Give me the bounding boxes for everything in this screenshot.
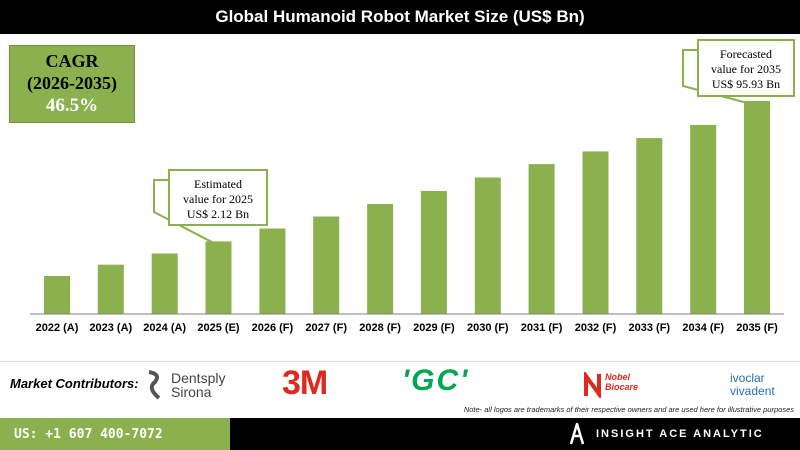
logo-text: Nobel (605, 372, 631, 382)
x-tick-label: 2029 (F) (413, 322, 455, 334)
trademark-note: Note- all logos are trademarks of their … (463, 405, 794, 414)
callout-line: value for 2035 (711, 62, 781, 76)
chart-title: Global Humanoid Robot Market Size (US$ B… (0, 0, 800, 34)
bar-2034-f (690, 124, 717, 315)
bar-2024-a (151, 253, 178, 314)
x-tick-label: 2031 (F) (521, 322, 563, 334)
cagr-value: 46.5% (45, 95, 99, 116)
x-axis-tick-labels: 2022 (A) 2023 (A) 2024 (A) 2025 (E) 2026 (F)… (36, 322, 779, 334)
x-tick-label: 2032 (F) (575, 322, 617, 334)
nobel-mark-icon (584, 372, 601, 398)
bar-2030-f (474, 177, 501, 314)
x-tick-label: 2024 (A) (143, 322, 186, 334)
footer-phone[interactable]: US: +1 607 400-7072 (0, 418, 230, 450)
callout-line: US$ 2.12 Bn (186, 207, 250, 221)
gc-logo: 'GC' (402, 364, 470, 397)
bar-2035-f (744, 101, 770, 314)
cagr-label: CAGR (45, 51, 99, 71)
bar-2033-f (636, 138, 663, 314)
footer-brand: INSIGHT ACE ANALYTIC (570, 418, 764, 450)
x-tick-label: 2035 (F) (736, 322, 778, 334)
callout-line: US$ 95.93 Bn (711, 77, 781, 91)
callout-line: Estimated (194, 177, 242, 191)
callout-estimated-2025: Estimated value for 2025 US$ 2.12 Bn (168, 169, 268, 226)
insight-ace-logo-icon (570, 423, 584, 445)
market-contributors-strip: Market Contributors: Dentsply Sirona 3M … (0, 361, 800, 417)
brand-name: INSIGHT ACE ANALYTIC (596, 428, 764, 440)
bar-chart: 2022 (A) 2023 (A) 2024 (A) 2025 (E) 2026 (F)… (30, 49, 784, 334)
dentsply-mark-icon (148, 370, 161, 400)
x-tick-label: 2026 (F) (252, 322, 294, 334)
bar-2025-e (205, 241, 232, 314)
contributors-label: Market Contributors: (10, 376, 139, 391)
footer-bar: US: +1 607 400-7072 INSIGHT ACE ANALYTIC (0, 418, 800, 450)
x-tick-label: 2034 (F) (682, 322, 724, 334)
callout-line: Forecasted (720, 47, 772, 61)
x-tick-label: 2027 (F) (305, 322, 347, 334)
bar-2022-a (44, 276, 70, 314)
nobel-biocare-logo: Nobel Biocare (583, 370, 673, 400)
callout-line: value for 2025 (183, 192, 253, 206)
dentsply-sirona-logo: Dentsply Sirona (143, 370, 243, 402)
logo-text: vivadent (730, 384, 775, 398)
cagr-box: CAGR (2026-2035) 46.5% (9, 45, 135, 123)
callout-2025-connector (153, 179, 215, 245)
bar-2031-f (528, 164, 555, 314)
bar-2032-f (582, 151, 609, 314)
x-tick-label: 2022 (A) (36, 322, 79, 334)
logo-text: Biocare (605, 382, 639, 392)
callout-forecasted-2035: Forecasted value for 2035 US$ 95.93 Bn (697, 39, 795, 97)
ivoclar-vivadent-logo: ivoclar vivadent (730, 366, 800, 406)
logo-text: Sirona (171, 384, 212, 400)
bar-2028-f (367, 204, 394, 314)
bar-2023-a (97, 264, 124, 314)
3m-logo: 3M (282, 364, 328, 402)
logo-text: Dentsply (171, 370, 226, 386)
bar-2027-f (313, 216, 340, 314)
x-tick-label: 2023 (A) (89, 322, 132, 334)
bar-group (44, 101, 770, 315)
x-tick-label: 2030 (F) (467, 322, 509, 334)
x-tick-label: 2033 (F) (629, 322, 671, 334)
logo-text: ivoclar (730, 371, 765, 385)
x-tick-label: 2028 (F) (359, 322, 401, 334)
x-tick-label: 2025 (E) (197, 322, 240, 334)
cagr-period: (2026-2035) (27, 73, 117, 93)
bar-2026-f (259, 228, 286, 314)
bar-2029-f (420, 191, 447, 314)
